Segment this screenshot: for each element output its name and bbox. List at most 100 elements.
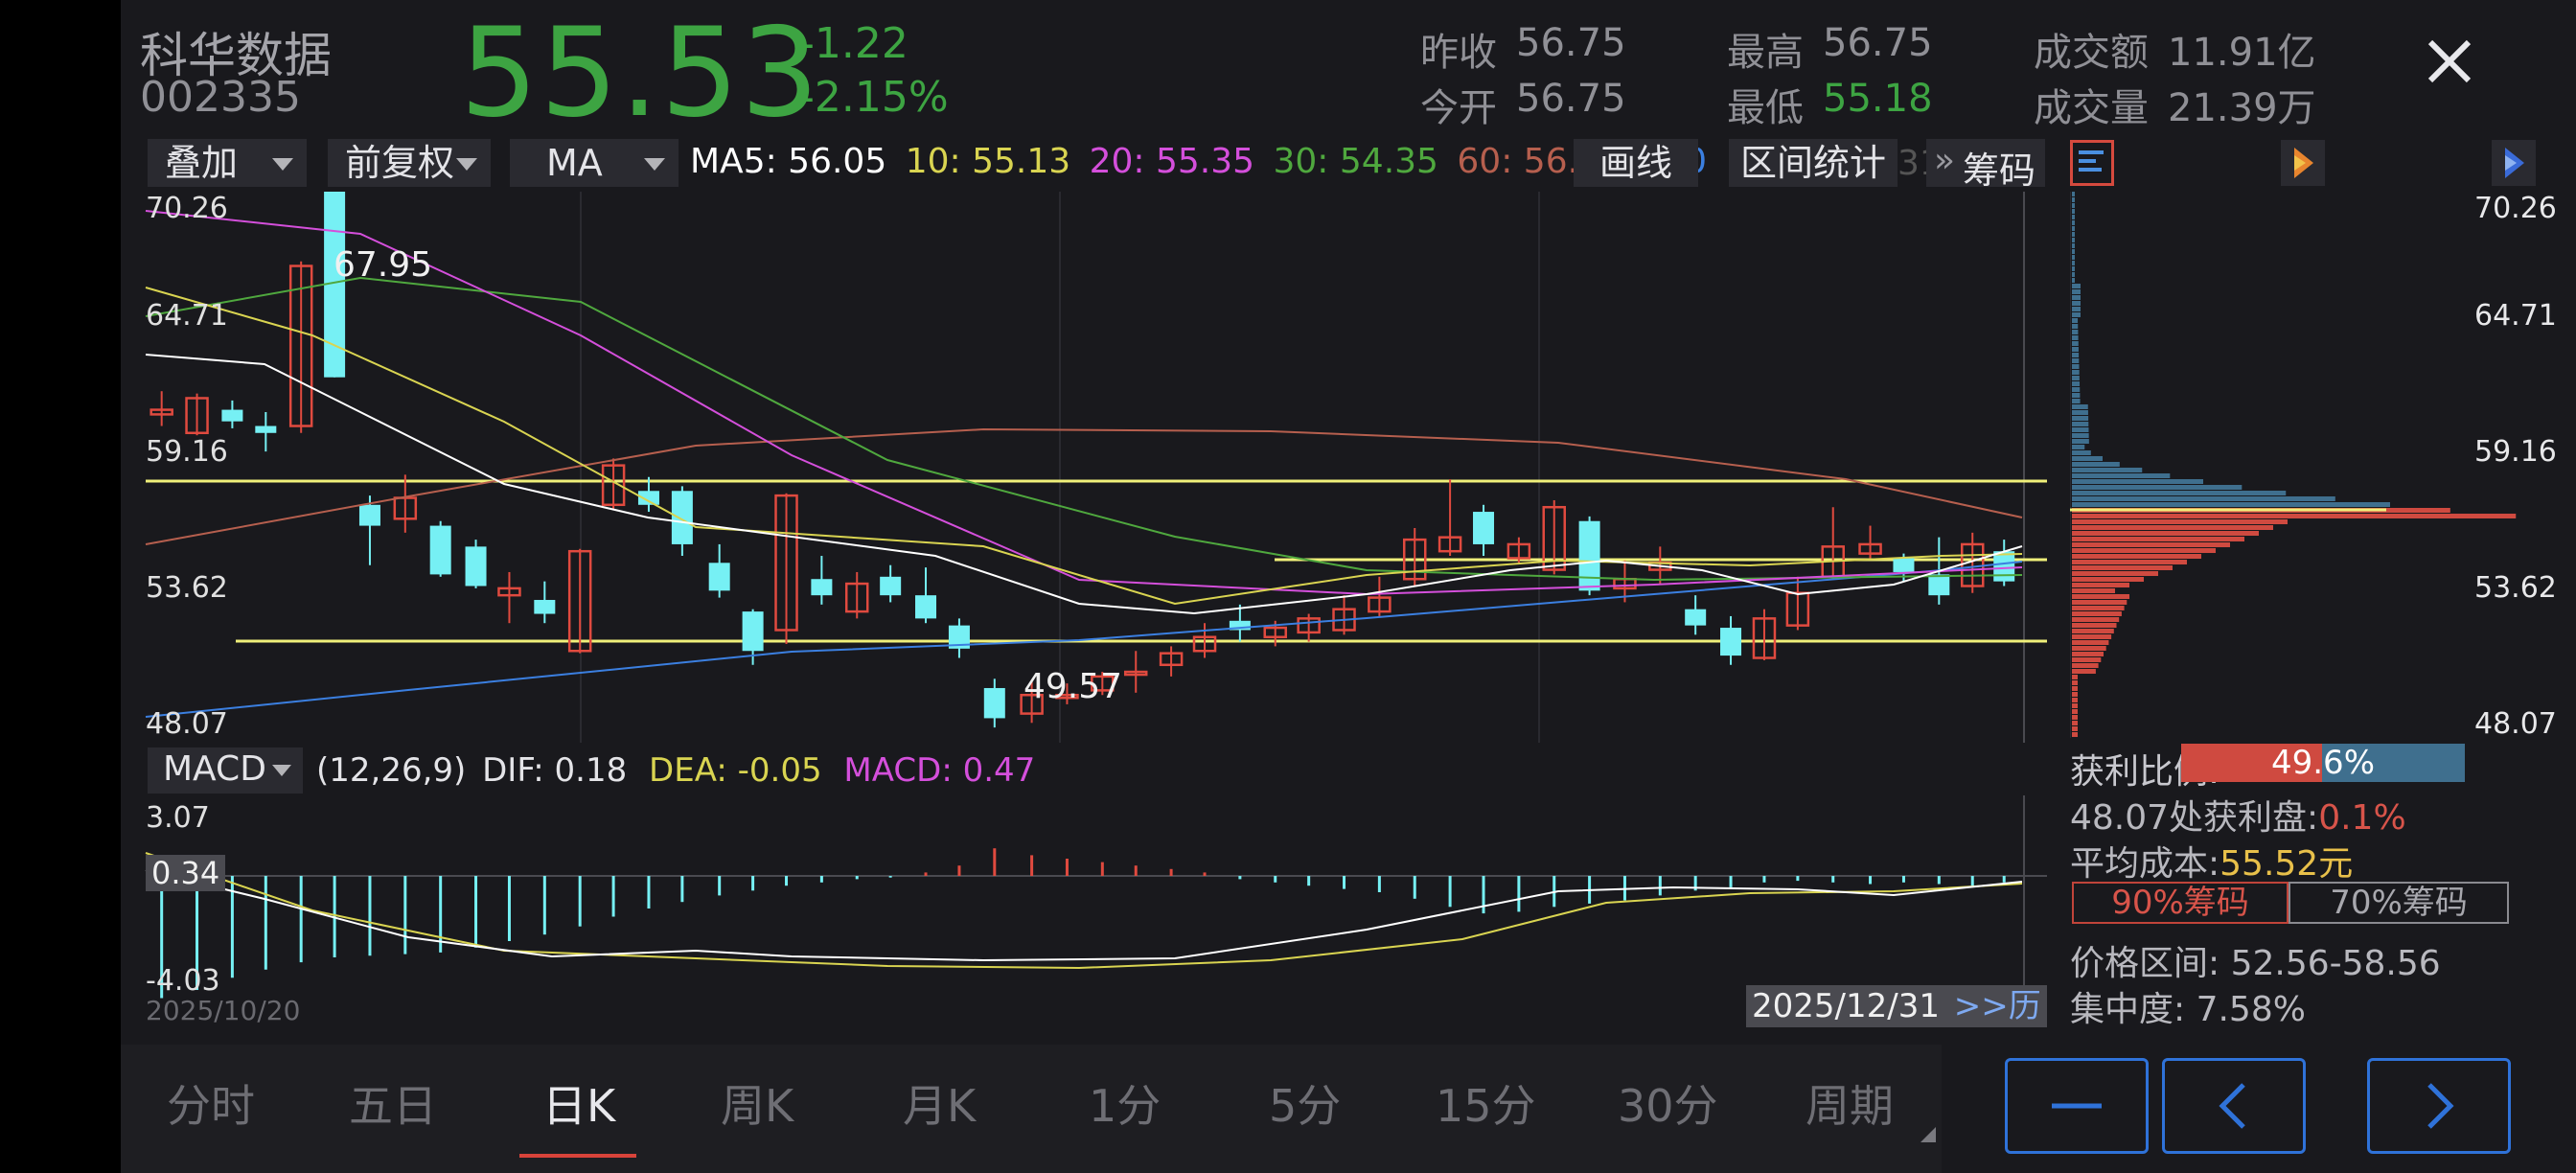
scroll-left-button[interactable] <box>2162 1058 2306 1154</box>
chip-bar-loss <box>2072 209 2075 214</box>
draw-line-button[interactable]: 画线 <box>1574 139 1698 187</box>
chip-bar-profit <box>2072 548 2216 553</box>
chip-bar-loss <box>2072 330 2079 334</box>
chip-bar-loss <box>2072 307 2081 311</box>
chip-bar-loss <box>2072 427 2089 432</box>
ma5-value: MA5: 56.05 <box>690 142 887 181</box>
tab-15min[interactable]: 15分 <box>1436 1080 1536 1132</box>
history-link: >>历 <box>1953 987 2041 1025</box>
tab-30min[interactable]: 30分 <box>1618 1080 1718 1132</box>
candle-body-up <box>1438 536 1462 553</box>
avg-cost: 平均成本:55.52元 <box>2070 836 2353 886</box>
chip-bar-loss <box>2072 404 2088 409</box>
chip-bar-profit <box>2072 560 2187 564</box>
fire-chip-tab[interactable] <box>2281 140 2325 186</box>
at-price-profit-value: 0.1% <box>2318 798 2406 838</box>
indicator-dropdown[interactable]: MA <box>510 139 678 187</box>
macd-dropdown[interactable]: MACD <box>148 748 303 794</box>
stat-label-open: 今开 <box>1420 86 1497 130</box>
macd-chart[interactable] <box>121 795 2066 1025</box>
chip-bar-loss <box>2072 358 2080 363</box>
candle-body-down <box>429 525 451 575</box>
tab-5min[interactable]: 5分 <box>1269 1080 1342 1132</box>
macd-params: (12,26,9) <box>316 751 467 790</box>
candlestick-chart[interactable] <box>121 192 2066 748</box>
stat-value-prev-close: 56.75 <box>1516 21 1626 65</box>
tab-intraday[interactable]: 分时 <box>167 1080 255 1132</box>
candle-body-down <box>671 491 693 544</box>
tab-weekly-k[interactable]: 周K <box>721 1080 794 1132</box>
chip-70-button[interactable]: 70%筹码 <box>2288 882 2509 924</box>
macd-axis-top: 3.07 <box>146 801 210 835</box>
adjust-label: 前复权 <box>345 142 455 184</box>
candle-body-up <box>288 264 313 427</box>
right-axis-label-bottom: 48.07 <box>2474 707 2557 741</box>
macd-dropdown-label: MACD <box>163 749 266 789</box>
close-button[interactable] <box>2421 33 2478 90</box>
chevron-down-icon <box>272 765 291 776</box>
chip-bar-profit <box>2072 565 2173 570</box>
candle-body-down <box>1720 628 1742 656</box>
price-axis-label-2: 64.71 <box>146 299 228 333</box>
chip-bar-loss <box>2072 468 2143 472</box>
candle-body-down <box>324 192 346 378</box>
chip-bar-profit <box>2072 640 2109 645</box>
chip-bar-profit <box>2072 703 2078 708</box>
chip-bar-loss <box>2072 485 2242 490</box>
zoom-out-button[interactable] <box>2005 1058 2149 1154</box>
tab-period[interactable]: 周期 <box>1806 1080 1894 1132</box>
candle-body-up <box>1368 596 1392 613</box>
candle-body-up <box>1752 617 1777 659</box>
chip-bar-profit <box>2072 698 2078 702</box>
cost-chip-tab[interactable] <box>2492 140 2536 186</box>
chip-bar-profit <box>2072 623 2117 628</box>
candle-body-down <box>1893 558 1915 572</box>
active-tab-indicator <box>519 1154 636 1158</box>
candle-body-up <box>1402 538 1427 581</box>
chip-bar-profit <box>2072 721 2078 725</box>
tab-five-day[interactable]: 五日 <box>349 1080 437 1132</box>
candle-body-up <box>1020 693 1044 715</box>
chip-bar-profit <box>2072 519 2288 524</box>
low-price-marker: 49.57 <box>1024 667 1123 706</box>
chip-bar-profit <box>2072 588 2115 593</box>
chip-bar-loss <box>2072 255 2075 260</box>
macd-dif: DIF: 0.18 <box>482 751 628 790</box>
chips-arrow: » <box>1934 141 1956 180</box>
history-date-button[interactable]: 2025/12/31 >>历 <box>1746 985 2047 1027</box>
macd-axis-bottom: -4.03 <box>146 964 220 998</box>
candle-body-down <box>1685 609 1707 626</box>
range-stats-button[interactable]: 区间统计 <box>1729 139 1898 187</box>
chip-bar-loss <box>2072 192 2075 196</box>
chip-bar-profit <box>2072 571 2158 576</box>
candle-body-down <box>358 504 380 526</box>
chevron-down-icon <box>272 158 293 171</box>
chips-button[interactable]: » 筹码 <box>1926 139 2045 192</box>
chip-bar-profit <box>2072 726 2078 731</box>
stock-detail-page: 科华数据 002335 55.53 -1.22 -2.15% 昨收 56.75 … <box>121 0 2576 1173</box>
chip-90-button[interactable]: 90%筹码 <box>2072 882 2288 924</box>
tab-1min[interactable]: 1分 <box>1089 1080 1162 1132</box>
candle-body-up <box>601 464 626 507</box>
chip-bar-profit <box>2072 629 2114 633</box>
candle-body-down <box>221 409 243 422</box>
ma60-line <box>145 427 2023 545</box>
chip-distribution-tab[interactable] <box>2070 140 2114 186</box>
adjust-dropdown[interactable]: 前复权 <box>328 139 491 187</box>
chip-bar-loss <box>2072 347 2079 352</box>
overlay-dropdown[interactable]: 叠加 <box>148 139 307 187</box>
tab-monthly-k[interactable]: 月K <box>903 1080 977 1132</box>
right-axis-label-2: 64.71 <box>2474 299 2557 333</box>
chip-bar-loss <box>2072 376 2080 380</box>
candle-body-down <box>1993 551 2015 582</box>
chip-bar-loss <box>2072 399 2081 403</box>
tab-daily-k[interactable]: 日K <box>542 1080 616 1132</box>
candle-body-down <box>983 687 1005 719</box>
high-price-marker: 67.95 <box>334 245 433 285</box>
candle-body-down <box>1578 520 1600 591</box>
scroll-right-button[interactable] <box>2367 1058 2511 1154</box>
stat-value-open: 56.75 <box>1516 77 1626 121</box>
chip-distribution-chart <box>2070 192 2517 738</box>
candle-body-up <box>844 582 869 613</box>
chip-bar-loss <box>2072 353 2080 357</box>
